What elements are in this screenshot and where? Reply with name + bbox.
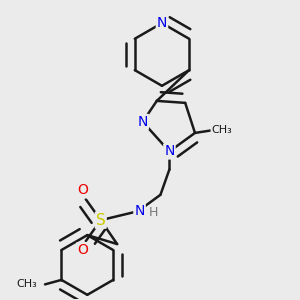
Text: CH₃: CH₃: [212, 125, 232, 135]
Text: S: S: [96, 213, 106, 228]
Text: N: N: [164, 145, 175, 158]
Text: N: N: [137, 115, 148, 129]
Text: CH₃: CH₃: [17, 279, 38, 290]
Text: H: H: [149, 206, 158, 219]
Text: N: N: [157, 16, 167, 30]
Text: N: N: [134, 204, 145, 218]
Text: O: O: [77, 243, 88, 257]
Text: O: O: [77, 183, 88, 197]
